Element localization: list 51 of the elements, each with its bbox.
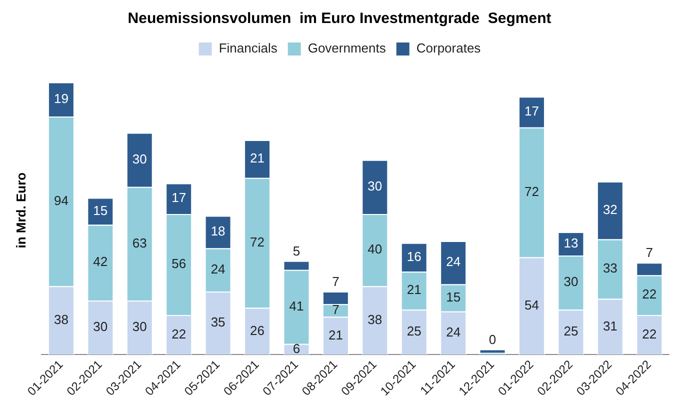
- data-label: 25: [564, 324, 578, 339]
- data-label: 35: [210, 314, 226, 330]
- data-label: 63: [132, 235, 147, 250]
- data-label: 19: [54, 90, 68, 106]
- data-label: 30: [132, 319, 147, 334]
- data-label: 30: [93, 319, 108, 334]
- data-label: 24: [446, 254, 461, 270]
- data-label: 13: [564, 235, 578, 250]
- data-label: 56: [172, 256, 186, 272]
- data-label: 7: [332, 274, 340, 290]
- data-label: 22: [642, 286, 657, 302]
- data-label: 38: [368, 312, 382, 327]
- data-label: 42: [93, 254, 108, 270]
- data-label: 15: [446, 289, 461, 304]
- data-label: 22: [172, 326, 186, 342]
- data-label: 21: [250, 150, 265, 166]
- legend-label: Financials: [218, 40, 278, 56]
- data-label: 31: [602, 318, 618, 334]
- data-label: 32: [602, 202, 618, 217]
- data-label: 16: [406, 248, 422, 264]
- legend-label: Governments: [308, 40, 386, 56]
- data-label: 72: [250, 234, 265, 250]
- data-label: 38: [54, 312, 68, 327]
- data-label: 24: [446, 324, 461, 340]
- data-label: 7: [646, 245, 654, 260]
- data-label: 21: [328, 327, 343, 342]
- data-label: 54: [524, 298, 539, 313]
- data-label: 6: [292, 340, 300, 356]
- data-label: 30: [132, 151, 147, 166]
- data-label: 5: [292, 243, 300, 258]
- data-label: 0: [488, 332, 496, 347]
- data-label: 40: [368, 242, 382, 257]
- data-label: 94: [54, 192, 68, 208]
- data-label: 30: [368, 178, 382, 194]
- data-label: 33: [602, 260, 618, 276]
- data-label: 72: [524, 184, 539, 199]
- chart-title: Neuemissionsvolumen im Euro Investmentgrade Segment: [128, 10, 552, 28]
- data-label: 15: [93, 202, 108, 218]
- data-label: 21: [406, 282, 422, 298]
- data-label: 24: [210, 261, 226, 276]
- data-label: 18: [210, 224, 226, 239]
- data-label: 41: [289, 298, 304, 314]
- data-label: 26: [250, 322, 265, 338]
- legend-label: Corporates: [416, 40, 482, 56]
- data-label: 25: [406, 324, 422, 339]
- data-label: 22: [642, 326, 657, 342]
- data-label: 7: [332, 302, 340, 318]
- data-label: 17: [172, 190, 186, 206]
- y-axis-title: in Mrd. Euro: [13, 172, 28, 248]
- data-label: 17: [524, 104, 539, 119]
- data-label: 30: [564, 274, 578, 290]
